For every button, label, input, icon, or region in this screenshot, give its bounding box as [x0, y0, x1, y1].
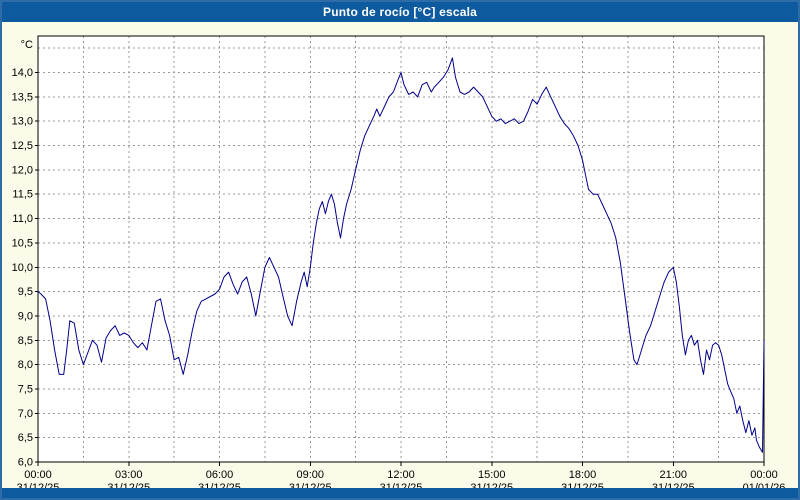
x-tick-date-label: 31/12/25 [289, 482, 332, 492]
y-tick-label: 7,0 [18, 408, 33, 420]
x-tick-date-label: 31/12/25 [561, 482, 604, 492]
chart-title: Punto de rocío [°C] escala [322, 5, 478, 19]
x-tick-date-label: 31/12/25 [17, 482, 60, 492]
y-tick-label: 12,5 [12, 140, 33, 152]
window-titlebar: Punto de rocío [°C] escala [2, 2, 798, 22]
plot-background [38, 36, 764, 462]
x-tick-time-label: 03:00 [115, 469, 143, 481]
y-tick-label: 12,0 [12, 164, 33, 176]
x-tick-time-label: 00:00 [24, 469, 52, 481]
y-tick-label: 8,0 [18, 359, 33, 371]
chart-svg: °C 14,0 13,5 13,0 12,5 12,0 11,5 11,0 10,5 10,0 9,… [12, 35, 786, 492]
y-axis-unit-label: °C [21, 39, 33, 51]
x-tick-time-label: 15:00 [478, 469, 506, 481]
window-bottom-bar [2, 488, 798, 498]
x-tick-time-label: 12:00 [387, 469, 415, 481]
y-tick-label: 13,5 [12, 91, 33, 103]
y-tick-label: 10,5 [12, 237, 33, 249]
y-tick-label: 6,5 [18, 432, 33, 444]
x-tick-time-label: 06:00 [206, 469, 234, 481]
x-tick-time-label: 18:00 [569, 469, 597, 481]
x-tick-time-label: 00:00 [750, 469, 778, 481]
y-tick-label: 9,5 [18, 286, 33, 298]
x-tick-date-label: 31/12/25 [652, 482, 695, 492]
y-tick-label: 7,5 [18, 383, 33, 395]
y-tick-label: 9,0 [18, 310, 33, 322]
y-tick-label: 10,0 [12, 262, 33, 274]
y-tick-label: 13,0 [12, 116, 33, 128]
x-tick-date-label: 31/12/25 [198, 482, 241, 492]
x-tick-date-label: 31/12/25 [107, 482, 150, 492]
y-tick-label: 6,0 [18, 457, 33, 469]
y-tick-label: 11,0 [12, 213, 33, 225]
y-tick-label: 14,0 [12, 67, 33, 79]
dew-point-series-line [37, 57, 765, 453]
chart-area: °C 14,0 13,5 13,0 12,5 12,0 11,5 11,0 10,5 10,0 9,… [2, 22, 798, 492]
y-tick-label: 8,5 [18, 335, 33, 347]
x-tick-time-label: 09:00 [296, 469, 324, 481]
x-tick-time-label: 21:00 [659, 469, 687, 481]
x-tick-date-label: 31/12/25 [470, 482, 513, 492]
x-tick-date-label: 01/01/26 [743, 482, 786, 492]
x-tick-date-label: 31/12/25 [380, 482, 423, 492]
y-tick-label: 11,5 [12, 189, 33, 201]
